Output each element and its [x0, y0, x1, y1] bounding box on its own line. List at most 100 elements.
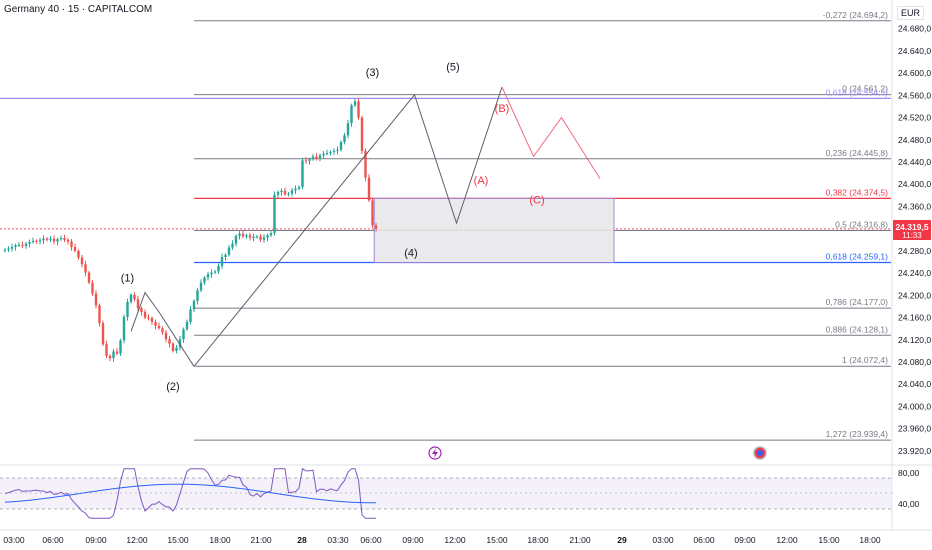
candle	[367, 177, 371, 201]
wave-label: (B)	[495, 103, 510, 115]
time-tick: 15:00	[818, 535, 840, 545]
candle	[322, 153, 325, 156]
candle	[164, 332, 168, 340]
candle	[178, 339, 182, 348]
candle	[182, 329, 185, 340]
time-tick: 21:00	[250, 535, 272, 545]
time-tick: 09:00	[402, 535, 424, 545]
candle	[199, 282, 203, 291]
candle	[168, 339, 171, 344]
candle	[224, 254, 227, 257]
candle	[49, 238, 52, 240]
price-tick: 24.200,0	[898, 290, 931, 300]
price-axis: 24.680,0 24.640,0 24.600,0 24.560,0 24.520,0…	[891, 0, 931, 530]
rsi-pane: 80,00 40,00	[0, 464, 932, 519]
fib-label: 0,236 (24.445,8)	[826, 148, 889, 158]
time-tick: 06:00	[693, 535, 715, 545]
price-tick: 24.120,0	[898, 335, 931, 345]
candle	[336, 149, 339, 151]
price-tick: 24.520,0	[898, 113, 931, 123]
time-tick: 09:00	[85, 535, 107, 545]
price-tick: 24.040,0	[898, 379, 931, 389]
candle	[339, 142, 343, 150]
time-tick: 18:00	[527, 535, 549, 545]
candle	[66, 239, 70, 242]
candle	[259, 236, 262, 240]
event-dot-inner-icon	[757, 450, 763, 456]
candle	[192, 300, 196, 310]
candle	[346, 123, 350, 136]
candle	[10, 247, 14, 249]
fib-label: 0,618 (24.259,1)	[826, 252, 889, 262]
candle	[3, 249, 7, 251]
symbol-title: Germany 40 · 15 · CAPITALCOM	[4, 4, 153, 15]
rsi-tick: 40,00	[898, 499, 920, 509]
candle	[105, 344, 108, 356]
time-tick: 18:00	[209, 535, 231, 545]
price-tick: 24.600,0	[898, 68, 931, 78]
price-tick: 24.000,0	[898, 401, 931, 411]
time-tick: 03:00	[652, 535, 674, 545]
candle	[287, 193, 290, 195]
candle	[220, 257, 224, 266]
candle	[252, 237, 255, 238]
candle	[70, 241, 73, 247]
candle	[262, 237, 266, 240]
time-axis: 03:00 06:00 09:00 12:00 15:00 18:00 21:00 28 03:…	[0, 529, 932, 545]
price-tick: 24.640,0	[898, 46, 931, 56]
rsi-line	[4, 467, 376, 519]
candle	[63, 238, 66, 240]
candle	[31, 240, 35, 242]
elliott-wave-lines	[130, 86, 601, 367]
candle	[297, 187, 301, 189]
candle	[157, 325, 161, 329]
price-badge-bg	[893, 219, 931, 240]
chart-markers	[428, 446, 767, 460]
candle	[357, 101, 360, 118]
candle	[364, 150, 367, 178]
wave-label: (C)	[529, 195, 544, 207]
time-tick: 18:00	[859, 535, 881, 545]
candle	[126, 302, 129, 317]
candle	[77, 250, 80, 258]
candle	[17, 244, 21, 246]
candle	[45, 238, 49, 240]
candle	[213, 271, 217, 273]
lightning-glyph-icon	[432, 448, 438, 458]
candle	[140, 308, 143, 312]
candle	[108, 355, 112, 359]
price-tick: 24.360,0	[898, 201, 931, 211]
candle	[21, 244, 24, 246]
fib-label: 0,5 (24.316,8)	[835, 219, 888, 229]
candle	[154, 322, 157, 326]
candle	[87, 272, 91, 283]
price-tick: 24.240,0	[898, 268, 931, 278]
time-tick: 12:00	[126, 535, 148, 545]
currency-label[interactable]: EUR	[896, 6, 924, 20]
time-tick: 12:00	[776, 535, 798, 545]
candle	[185, 322, 189, 330]
price-tick: 24.560,0	[898, 90, 931, 100]
price-badge-countdown: 11:33	[902, 231, 922, 240]
candle	[28, 242, 31, 244]
fib-label: 0,382 (24.374,5)	[826, 187, 889, 197]
candle	[119, 340, 122, 354]
rsi-tick: 80,00	[898, 468, 920, 478]
candle	[80, 257, 84, 265]
candle	[231, 243, 234, 248]
price-tick: 24.080,0	[898, 357, 931, 367]
candle	[353, 101, 357, 106]
time-tick: 06:00	[42, 535, 64, 545]
wave-line-impulse	[193, 86, 503, 367]
candle	[143, 312, 147, 318]
candle	[56, 239, 59, 242]
candle	[304, 160, 308, 162]
time-tick: 09:00	[734, 535, 756, 545]
candle	[269, 233, 273, 236]
candle	[35, 240, 38, 242]
candle	[150, 318, 154, 322]
price-tick: 24.440,0	[898, 157, 931, 167]
last-price-badge: 24.319,511:33	[893, 219, 931, 240]
candle	[311, 156, 315, 160]
